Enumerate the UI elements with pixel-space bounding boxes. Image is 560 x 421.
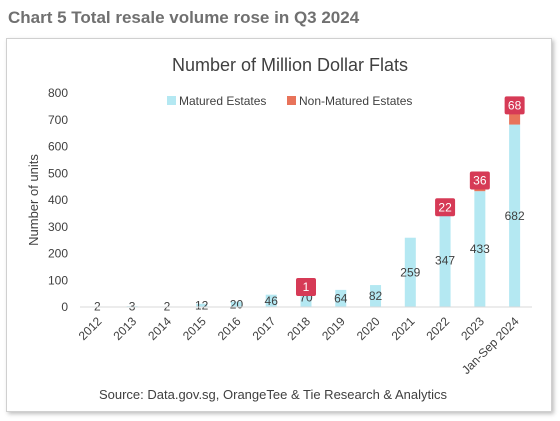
legend: Matured Estates Non-Matured Estates bbox=[167, 94, 412, 108]
data-label-matured: 682 bbox=[505, 209, 525, 223]
data-label-non-matured: 1 bbox=[303, 280, 310, 294]
data-label-non-matured: 68 bbox=[508, 98, 522, 112]
x-tick-label: 2012 bbox=[76, 314, 105, 343]
data-label-matured: 259 bbox=[400, 265, 420, 279]
x-tick-label: 2015 bbox=[180, 314, 209, 343]
bars: 2321220467016482259347224333668268 bbox=[91, 96, 525, 314]
legend-swatch-non-matured bbox=[287, 96, 296, 105]
data-label-box-non-matured bbox=[504, 96, 525, 115]
x-tick-label: 2021 bbox=[389, 314, 418, 343]
x-tick-label: 2016 bbox=[215, 314, 244, 343]
y-tick-label: 600 bbox=[48, 140, 68, 154]
data-label-box-non-matured bbox=[469, 171, 490, 190]
legend-label-matured: Matured Estates bbox=[179, 94, 266, 108]
data-label-non-matured: 36 bbox=[473, 174, 487, 188]
x-tick-label: 2020 bbox=[354, 314, 383, 343]
bar-matured-2021 bbox=[404, 237, 416, 307]
bar-matured-jan-sep-2024 bbox=[509, 124, 521, 307]
y-axis-ticks: 0 100 200 300 400 500 600 700 800 bbox=[48, 86, 68, 314]
data-label-matured: 64 bbox=[334, 291, 348, 305]
data-label-matured: 12 bbox=[195, 298, 209, 312]
x-tick-label: 2014 bbox=[145, 314, 174, 343]
bar-matured-2019 bbox=[335, 289, 347, 307]
y-tick-label: 800 bbox=[48, 86, 68, 100]
y-tick-label: 0 bbox=[61, 300, 68, 314]
legend-label-non-matured: Non-Matured Estates bbox=[299, 94, 412, 108]
data-label-matured: 82 bbox=[369, 289, 383, 303]
y-tick-label: 200 bbox=[48, 247, 68, 261]
bar-matured-2017 bbox=[265, 294, 277, 307]
x-tick-label: 2017 bbox=[250, 314, 279, 343]
x-tick-label: 2019 bbox=[319, 314, 348, 343]
x-tick-label: 2023 bbox=[458, 314, 487, 343]
y-tick-label: 300 bbox=[48, 220, 68, 234]
page-heading: Chart 5 Total resale volume rose in Q3 2… bbox=[8, 8, 360, 27]
bar-matured-2015 bbox=[196, 303, 208, 307]
bar-matured-2023 bbox=[474, 191, 486, 307]
y-tick-label: 400 bbox=[48, 193, 68, 207]
legend-swatch-matured bbox=[167, 96, 176, 105]
chart-frame bbox=[6, 38, 552, 412]
bar-matured-2020 bbox=[370, 285, 382, 307]
data-label-matured: 347 bbox=[435, 254, 455, 268]
y-tick-label: 100 bbox=[48, 273, 68, 287]
y-axis-label: Number of units bbox=[26, 154, 41, 246]
data-label-matured: 433 bbox=[470, 242, 490, 256]
bar-non-matured-jan-sep-2024 bbox=[509, 106, 521, 125]
data-label-box-non-matured bbox=[296, 278, 316, 297]
data-label-non-matured: 22 bbox=[438, 200, 452, 214]
x-axis-ticks: 2012 2013 2014 2015 2016 2017 2018 2019 2020 2021… bbox=[76, 314, 522, 377]
x-tick-label: 2022 bbox=[423, 314, 452, 343]
bar-matured-2018 bbox=[300, 288, 312, 307]
data-label-matured: 20 bbox=[230, 297, 244, 311]
bar-matured-2016 bbox=[230, 301, 242, 307]
x-tick-label: 2018 bbox=[284, 314, 313, 343]
chart-title: Number of Million Dollar Flats bbox=[172, 55, 408, 75]
x-tick-label: 2013 bbox=[110, 314, 139, 343]
source-note: Source: Data.gov.sg, OrangeTee & Tie Res… bbox=[99, 387, 448, 402]
bar-matured-2022 bbox=[439, 214, 451, 307]
y-tick-label: 700 bbox=[48, 113, 68, 127]
y-tick-label: 500 bbox=[48, 166, 68, 180]
data-label-box-non-matured bbox=[435, 198, 456, 217]
data-label-matured: 46 bbox=[265, 294, 279, 308]
